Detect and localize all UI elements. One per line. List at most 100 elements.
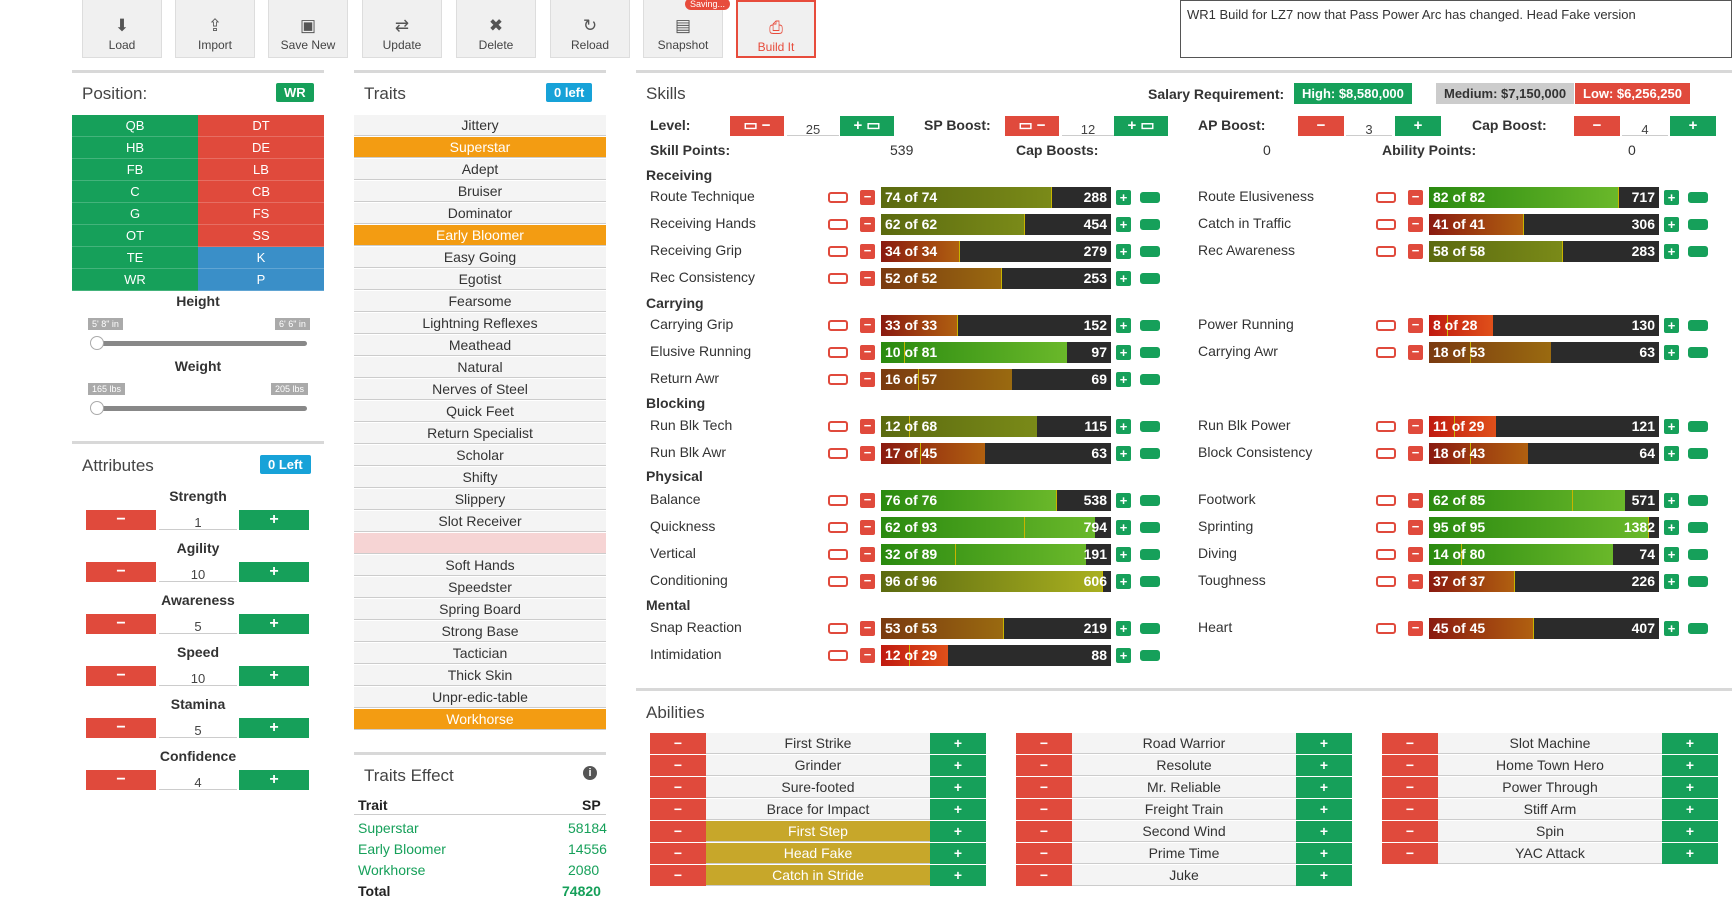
ability-plus-button[interactable]: + [930,843,986,864]
ability-minus-button[interactable]: − [1382,843,1438,864]
skill-minus-button[interactable]: − [860,271,875,286]
ability-name[interactable]: Road Warrior [1072,733,1296,754]
delete-button[interactable]: ✖ Delete [456,0,536,58]
attribute-value[interactable]: 10 [159,562,237,582]
ability-name[interactable]: Resolute [1072,755,1296,776]
trait-item[interactable]: Soft Hands [354,555,606,576]
position-k[interactable]: K [198,247,324,269]
ability-plus-button[interactable]: + [1662,777,1718,798]
skill-minus-button[interactable]: − [860,217,875,232]
position-dt[interactable]: DT [198,115,324,137]
skill-minus-button[interactable]: − [860,493,875,508]
notes-field[interactable]: WR1 Build for LZ7 now that Pass Power Ar… [1180,0,1732,58]
level-minus-button[interactable]: ▭ − [730,116,784,136]
battery-full-icon[interactable] [1688,219,1708,230]
skill-plus-button[interactable]: + [1116,574,1131,589]
ability-name[interactable]: First Strike [706,733,930,754]
battery-full-icon[interactable] [1140,650,1160,661]
trait-item[interactable]: Thick Skin [354,665,606,686]
ap-boost-value[interactable]: 3 [1346,116,1392,137]
battery-empty-icon[interactable] [828,576,848,587]
battery-empty-icon[interactable] [1376,576,1396,587]
ability-name[interactable]: Head Fake [706,843,930,864]
attribute-minus-button[interactable]: − [86,510,156,530]
trait-item[interactable]: Egotist [354,269,606,290]
position-wr[interactable]: WR [72,269,198,291]
sp-boost-value[interactable]: 12 [1062,116,1114,137]
battery-full-icon[interactable] [1140,421,1160,432]
ap-boost-plus-button[interactable]: + [1395,116,1441,136]
attribute-plus-button[interactable]: + [239,770,309,790]
trait-item[interactable]: Workhorse [354,709,606,730]
position-ss[interactable]: SS [198,225,324,247]
ability-plus-button[interactable]: + [1296,799,1352,820]
cap-boost-plus-button[interactable]: + [1670,116,1716,136]
battery-empty-icon[interactable] [828,522,848,533]
ability-plus-button[interactable]: + [930,799,986,820]
skill-minus-button[interactable]: − [1408,493,1423,508]
ability-plus-button[interactable]: + [1296,843,1352,864]
ability-name[interactable]: Home Town Hero [1438,755,1662,776]
attribute-minus-button[interactable]: − [86,718,156,738]
skill-plus-button[interactable]: + [1116,372,1131,387]
trait-item[interactable]: Tactician [354,643,606,664]
battery-empty-icon[interactable] [1376,549,1396,560]
skill-minus-button[interactable]: − [860,621,875,636]
battery-full-icon[interactable] [1688,320,1708,331]
position-fs[interactable]: FS [198,203,324,225]
skill-plus-button[interactable]: + [1116,648,1131,663]
skill-plus-button[interactable]: + [1116,419,1131,434]
height-slider-knob[interactable] [90,336,104,350]
attribute-minus-button[interactable]: − [86,770,156,790]
trait-item[interactable]: Jittery [354,115,606,136]
attribute-plus-button[interactable]: + [239,614,309,634]
battery-empty-icon[interactable] [828,495,848,506]
skill-minus-button[interactable]: − [860,648,875,663]
ability-minus-button[interactable]: − [1382,821,1438,842]
position-te[interactable]: TE [72,247,198,269]
skill-plus-button[interactable]: + [1664,217,1679,232]
battery-empty-icon[interactable] [828,374,848,385]
position-qb[interactable]: QB [72,115,198,137]
skill-minus-button[interactable]: − [1408,520,1423,535]
battery-empty-icon[interactable] [1376,192,1396,203]
skill-minus-button[interactable]: − [1408,419,1423,434]
update-button[interactable]: ⇄ Update [362,0,442,58]
ability-name[interactable]: Slot Machine [1438,733,1662,754]
battery-empty-icon[interactable] [1376,320,1396,331]
ability-name[interactable]: Mr. Reliable [1072,777,1296,798]
skill-minus-button[interactable]: − [1408,574,1423,589]
skill-plus-button[interactable]: + [1664,318,1679,333]
skill-plus-button[interactable]: + [1664,345,1679,360]
ability-plus-button[interactable]: + [930,777,986,798]
skill-plus-button[interactable]: + [1116,493,1131,508]
skill-minus-button[interactable]: − [1408,190,1423,205]
trait-item[interactable]: Natural [354,357,606,378]
skill-plus-button[interactable]: + [1116,217,1131,232]
ability-name[interactable]: Freight Train [1072,799,1296,820]
attribute-minus-button[interactable]: − [86,614,156,634]
ability-minus-button[interactable]: − [650,777,706,798]
trait-item[interactable]: Dominator [354,203,606,224]
battery-empty-icon[interactable] [828,219,848,230]
battery-empty-icon[interactable] [828,650,848,661]
battery-full-icon[interactable] [1688,576,1708,587]
trait-item[interactable]: Quick Feet [354,401,606,422]
ability-plus-button[interactable]: + [1662,755,1718,776]
ability-name[interactable]: Second Wind [1072,821,1296,842]
skill-minus-button[interactable]: − [860,244,875,259]
attribute-value[interactable]: 5 [159,614,237,634]
ability-plus-button[interactable]: + [930,755,986,776]
battery-empty-icon[interactable] [828,192,848,203]
ability-minus-button[interactable]: − [1382,733,1438,754]
skill-minus-button[interactable]: − [860,574,875,589]
attribute-value[interactable]: 4 [159,770,237,790]
ability-plus-button[interactable]: + [1296,733,1352,754]
ability-name[interactable]: Sure-footed [706,777,930,798]
battery-full-icon[interactable] [1140,374,1160,385]
battery-empty-icon[interactable] [828,421,848,432]
ability-name[interactable]: Grinder [706,755,930,776]
trait-item[interactable]: Unpr-edic-table [354,687,606,708]
battery-full-icon[interactable] [1140,522,1160,533]
import-button[interactable]: ⇪ Import [175,0,255,58]
